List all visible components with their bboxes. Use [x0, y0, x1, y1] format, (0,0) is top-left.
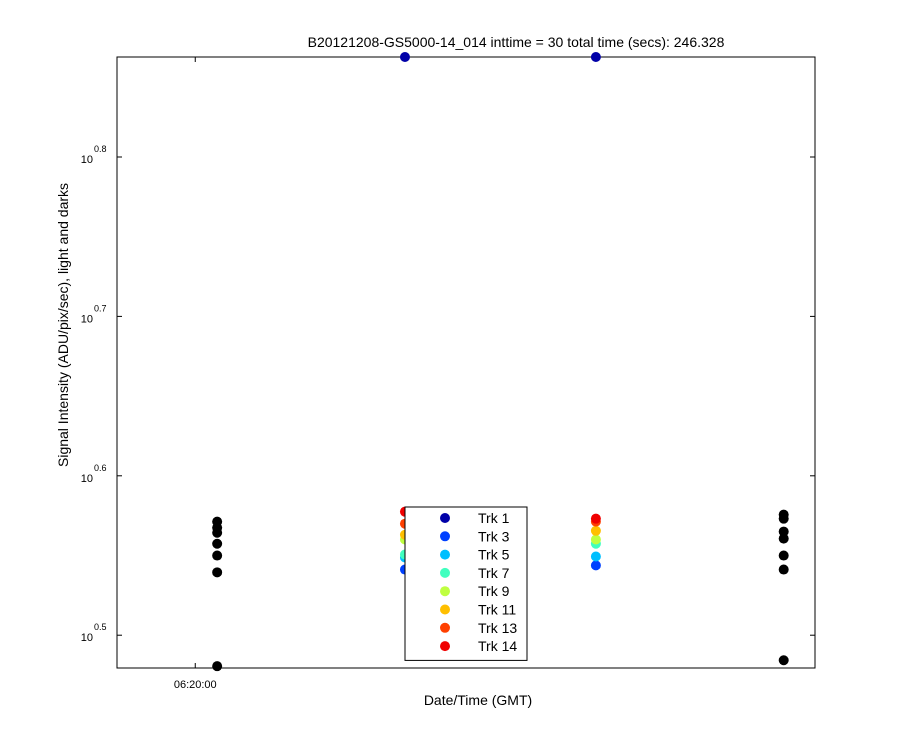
point — [778, 526, 789, 537]
point — [778, 533, 789, 544]
legend-label: Trk 1 — [478, 510, 510, 526]
legend-label: Trk 14 — [478, 638, 517, 654]
point — [590, 513, 601, 524]
legend-marker — [440, 549, 450, 560]
point — [212, 527, 223, 538]
legend-label: Trk 9 — [478, 583, 510, 599]
y-tick-exponent: 0.7 — [94, 303, 107, 313]
point — [399, 52, 410, 62]
y-tick-label: 10 — [81, 313, 93, 325]
point — [590, 52, 601, 62]
x-tick-label: 06:20:00 — [174, 679, 217, 691]
legend-label: Trk 13 — [478, 620, 517, 636]
point — [590, 551, 601, 562]
legend-label: Trk 11 — [478, 602, 516, 618]
point — [212, 661, 223, 672]
legend-marker — [440, 604, 450, 615]
legend-marker — [440, 567, 450, 578]
legend-label: Trk 3 — [478, 528, 510, 544]
legend-label: Trk 5 — [478, 547, 510, 563]
y-axis-label: Signal Intensity (ADU/pix/sec), light an… — [55, 183, 71, 467]
legend-marker — [440, 513, 450, 523]
chart-title: B20121208-GS5000-14_014 inttime = 30 tot… — [308, 34, 725, 50]
y-tick-exponent: 0.8 — [94, 144, 107, 154]
point — [778, 655, 789, 666]
legend-marker — [440, 622, 450, 633]
legend-marker — [440, 531, 450, 542]
point — [590, 560, 601, 571]
point — [778, 550, 789, 561]
y-tick-exponent: 0.5 — [94, 622, 107, 632]
point — [212, 567, 223, 578]
y-tick-label: 10 — [81, 632, 93, 644]
point — [212, 550, 223, 561]
point — [778, 564, 789, 575]
x-axis-label: Date/Time (GMT) — [424, 692, 532, 708]
y-tick-exponent: 0.6 — [94, 463, 107, 473]
legend-marker — [440, 641, 450, 652]
point — [590, 534, 601, 545]
legend-label: Trk 7 — [478, 565, 510, 581]
legend-marker — [440, 586, 450, 597]
point — [212, 538, 223, 549]
y-tick-label: 10 — [81, 154, 93, 166]
legend: Trk 1 Trk 3 Trk 5 Trk 7 Trk 9 Trk 11 Trk 13 Trk… — [404, 506, 528, 661]
legend-box — [404, 506, 528, 661]
point — [778, 513, 789, 524]
y-tick-label: 10 — [81, 473, 93, 485]
point — [590, 525, 601, 536]
